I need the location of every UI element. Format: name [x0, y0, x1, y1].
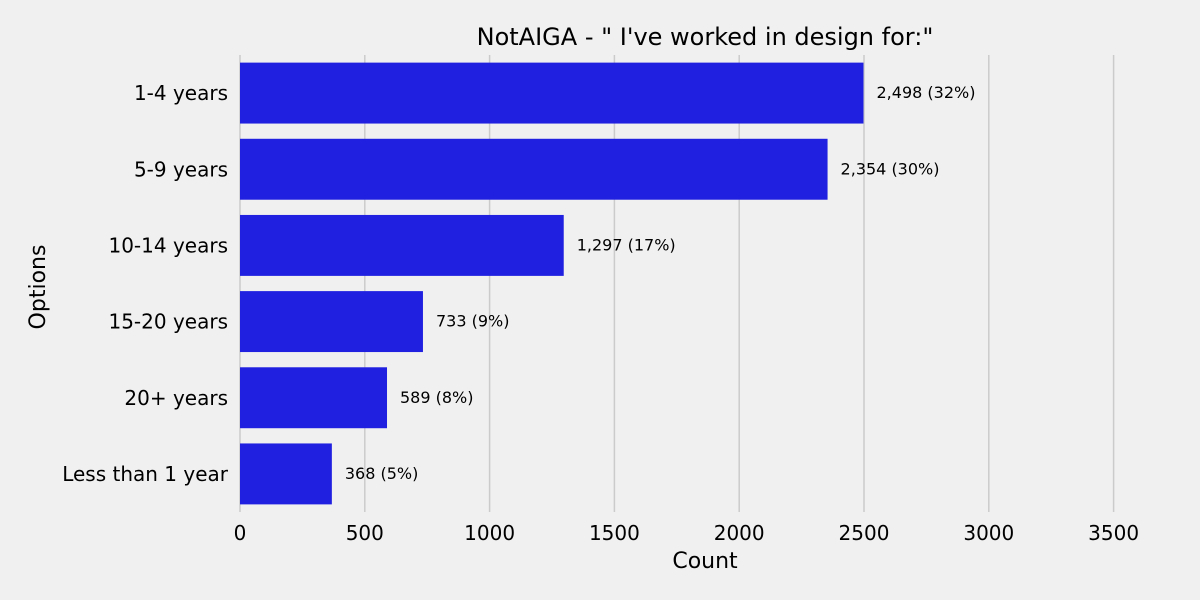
- x-tick-label: 3000: [963, 521, 1014, 545]
- y-tick-label: 1-4 years: [134, 81, 228, 105]
- bars: [240, 62, 864, 505]
- chart-title: NotAIGA - " I've worked in design for:": [477, 23, 934, 51]
- x-axis-title: Count: [672, 549, 738, 574]
- bar: [240, 291, 423, 353]
- x-tick-label: 2500: [839, 521, 890, 545]
- bar-data-label: 2,354 (30%): [841, 159, 940, 178]
- bar-data-label: 733 (9%): [436, 312, 510, 331]
- x-tick-label: 1500: [589, 521, 640, 545]
- x-tick-label: 500: [346, 521, 384, 545]
- y-tick-label: 5-9 years: [134, 157, 228, 181]
- bar: [240, 62, 864, 124]
- y-tick-label: 15-20 years: [108, 310, 228, 334]
- y-tick-label: 10-14 years: [108, 233, 228, 257]
- bar-data-label: 1,297 (17%): [577, 235, 676, 254]
- bar-data-label: 2,498 (32%): [877, 83, 976, 102]
- bar: [240, 367, 388, 429]
- y-tick-label: 20+ years: [124, 386, 228, 410]
- x-tick-label: 1000: [464, 521, 515, 545]
- y-tick-labels: 1-4 years 5-9 years 10-14 years 15-20 years…: [62, 81, 229, 486]
- bar-data-label: 368 (5%): [345, 464, 419, 483]
- bar: [240, 214, 564, 276]
- bar: [240, 443, 332, 505]
- gridlines: [239, 55, 1115, 512]
- bar: [240, 138, 828, 200]
- x-tick-label: 3500: [1088, 521, 1139, 545]
- y-axis-title: Options: [26, 245, 51, 330]
- x-tick-labels: 0 500 1000 1500 2000 2500 3000 3500: [234, 521, 1139, 545]
- x-tick-label: 2000: [714, 521, 765, 545]
- bar-data-label: 589 (8%): [400, 388, 474, 407]
- x-tick-label: 0: [234, 521, 247, 545]
- data-labels: 2,498 (32%) 2,354 (30%) 1,297 (17%) 733 (9%…: [345, 83, 976, 483]
- y-tick-label: Less than 1 year: [62, 462, 229, 486]
